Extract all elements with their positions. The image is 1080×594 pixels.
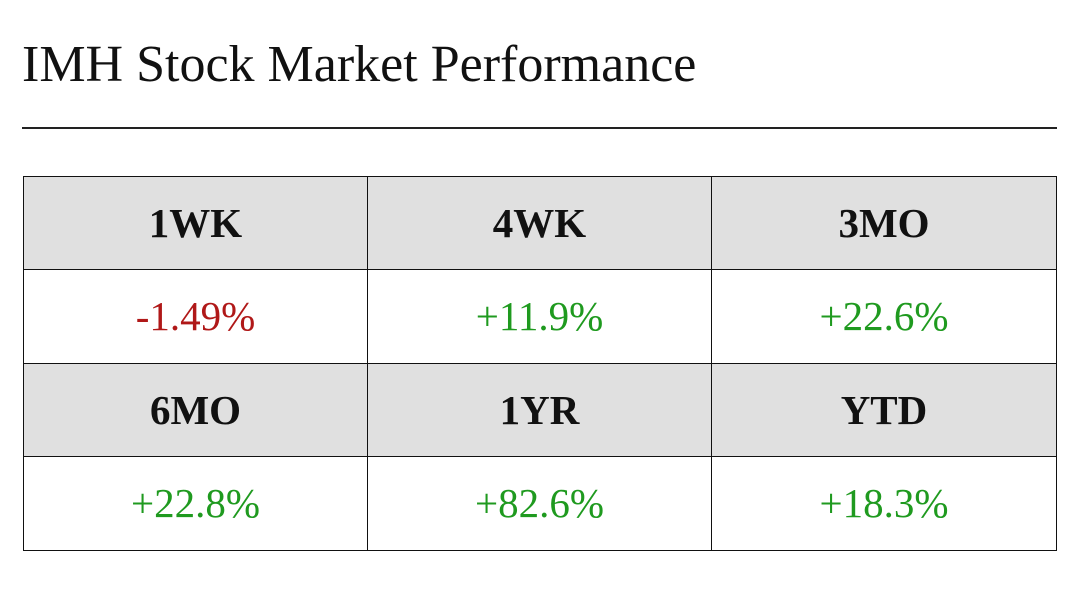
period-header: 1YR [368, 363, 712, 457]
performance-table: 1WK 4WK 3MO -1.49% +11.9% +22.6% 6MO 1YR YTD +22.… [23, 176, 1057, 551]
period-change: +22.6% [712, 270, 1056, 364]
period-header: YTD [712, 363, 1056, 457]
period-change: -1.49% [24, 270, 368, 364]
period-header: 4WK [368, 177, 712, 271]
period-header: 1WK [24, 177, 368, 271]
period-change: +11.9% [368, 270, 712, 364]
divider [22, 127, 1057, 129]
period-change: +82.6% [368, 456, 712, 550]
period-change: +22.8% [24, 456, 368, 550]
period-header: 6MO [24, 363, 368, 457]
period-change: +18.3% [819, 480, 949, 527]
page-title: IMH Stock Market Performance [22, 36, 697, 93]
period-header: 3MO [712, 177, 1056, 271]
